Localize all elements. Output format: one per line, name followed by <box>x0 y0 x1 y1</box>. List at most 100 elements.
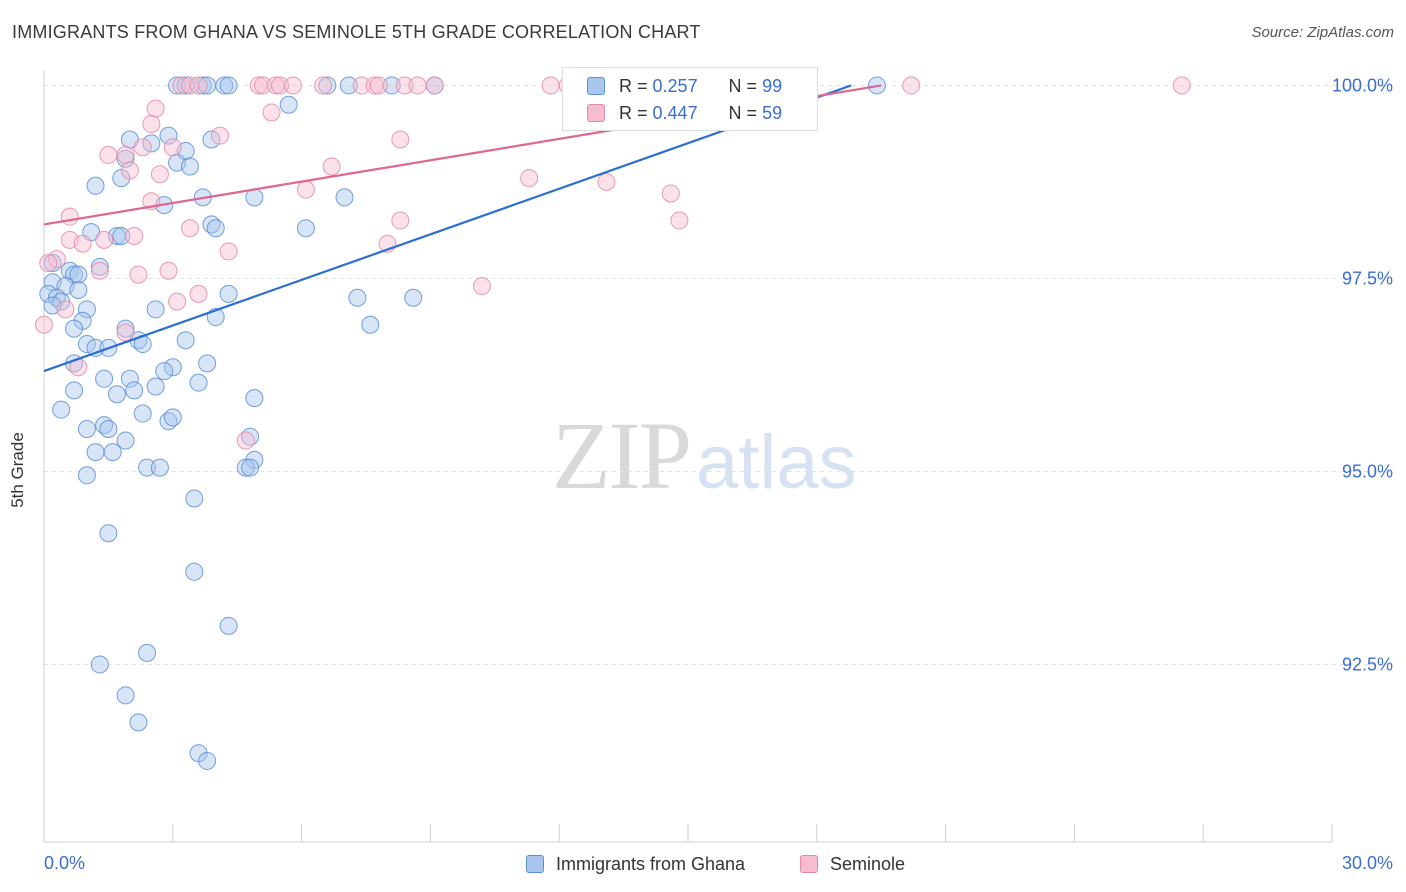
y-tick-label: 100.0% <box>1332 75 1393 95</box>
gridlines <box>44 84 1392 665</box>
seminole-point <box>150 165 169 184</box>
legend-ghana-r: 0.257 <box>652 75 698 96</box>
seminole-point <box>322 157 341 176</box>
y-tick-label: 97.5% <box>1342 268 1393 288</box>
ghana-point <box>189 373 208 392</box>
ghana-point <box>52 400 71 419</box>
bottom-seminole-label: Seminole <box>830 853 906 874</box>
ghana-point <box>159 126 178 145</box>
bottom-ghana-swatch <box>526 855 544 873</box>
seminole-point <box>271 76 290 95</box>
ghana-point <box>129 713 148 732</box>
seminole-point <box>472 277 491 296</box>
ghana-point <box>116 686 135 705</box>
ghana-point <box>112 226 131 245</box>
ghana-point <box>146 377 165 396</box>
ghana-point <box>198 751 217 770</box>
ghana-point <box>90 257 109 276</box>
ghana-point <box>99 524 118 543</box>
ghana-point <box>133 404 152 423</box>
ghana-point <box>335 188 354 207</box>
tick-labels: 92.5% 95.0% 97.5% 100.0% 0.0% 30.0% <box>44 75 1393 873</box>
ghana-point <box>65 381 84 400</box>
seminole-point <box>670 211 689 230</box>
ghana-point <box>77 300 96 319</box>
seminole-point <box>163 138 182 157</box>
seminole-swatch <box>587 104 605 122</box>
ghana-point <box>69 281 88 300</box>
ghana-point <box>185 489 204 508</box>
ghana-points <box>39 76 886 770</box>
ghana-point <box>107 385 126 404</box>
ghana-point <box>241 458 260 477</box>
ghana-point <box>279 95 298 114</box>
ghana-point <box>103 443 122 462</box>
ghana-point <box>138 458 157 477</box>
seminole-point <box>408 76 427 95</box>
ghana-point <box>202 130 221 149</box>
seminole-point <box>47 250 66 269</box>
seminole-point <box>541 76 560 95</box>
ghana-point <box>99 419 118 438</box>
seminole-point <box>189 76 208 95</box>
ghana-point <box>348 288 367 307</box>
y-tick-label: 95.0% <box>1342 461 1393 481</box>
bottom-legend-ghana: Immigrants from Ghana <box>526 852 745 876</box>
seminole-point <box>284 76 303 95</box>
legend-n-label: N = <box>728 75 758 96</box>
seminole-point <box>95 230 114 249</box>
ghana-point <box>138 643 157 662</box>
ghana-point <box>150 458 169 477</box>
axes <box>43 70 1333 843</box>
ghana-point <box>65 319 84 338</box>
y-axis-label: 5th Grade <box>8 432 27 508</box>
legend-n-label-2: N = <box>728 102 758 123</box>
ghana-point <box>142 134 161 153</box>
seminole-point <box>35 315 53 334</box>
ghana-point <box>77 419 96 438</box>
legend-r-label: R = <box>619 75 648 96</box>
x-tick-label-max: 30.0% <box>1342 853 1393 873</box>
ghana-point <box>245 389 264 408</box>
seminole-point <box>180 219 199 238</box>
seminole-point <box>425 76 444 95</box>
seminole-point <box>60 207 79 226</box>
watermark-zip: ZIP <box>552 402 692 509</box>
ghana-point <box>198 354 217 373</box>
watermark-atlas: atlas <box>696 420 857 505</box>
seminole-point <box>90 261 109 280</box>
seminole-point <box>365 76 384 95</box>
seminole-point <box>391 130 410 149</box>
seminole-point <box>133 138 152 157</box>
legend-row-seminole: R = 0.447 N = 59 <box>587 101 782 125</box>
ghana-point <box>95 369 114 388</box>
seminole-point <box>236 431 255 450</box>
ghana-point <box>90 655 109 674</box>
legend-r-label-2: R = <box>619 102 648 123</box>
seminole-point <box>116 323 135 342</box>
chart-title: IMMIGRANTS FROM GHANA VS SEMINOLE 5TH GR… <box>12 22 701 42</box>
bottom-legend-seminole: Seminole <box>800 852 905 876</box>
source-label: Source: ZipAtlas.com <box>1251 24 1394 41</box>
ghana-point <box>163 358 182 377</box>
ghana-point <box>77 466 96 485</box>
ghana-point <box>219 76 238 95</box>
ghana-point <box>116 149 135 168</box>
bottom-seminole-swatch <box>800 855 818 873</box>
ghana-trend-line <box>43 84 852 373</box>
seminole-point <box>56 300 75 319</box>
ghana-point <box>125 381 144 400</box>
ghana-point <box>215 76 234 95</box>
seminole-point <box>73 234 92 253</box>
legend-seminole-n: 59 <box>762 102 783 123</box>
legend-seminole-r: 0.447 <box>652 102 698 123</box>
bottom-ghana-label: Immigrants from Ghana <box>556 853 746 874</box>
seminole-point <box>520 169 539 188</box>
seminole-point <box>120 161 139 180</box>
ghana-point <box>163 408 182 427</box>
ghana-point <box>219 616 238 635</box>
seminole-point <box>159 261 178 280</box>
ghana-point <box>339 76 358 95</box>
y-tick-label: 92.5% <box>1342 654 1393 674</box>
